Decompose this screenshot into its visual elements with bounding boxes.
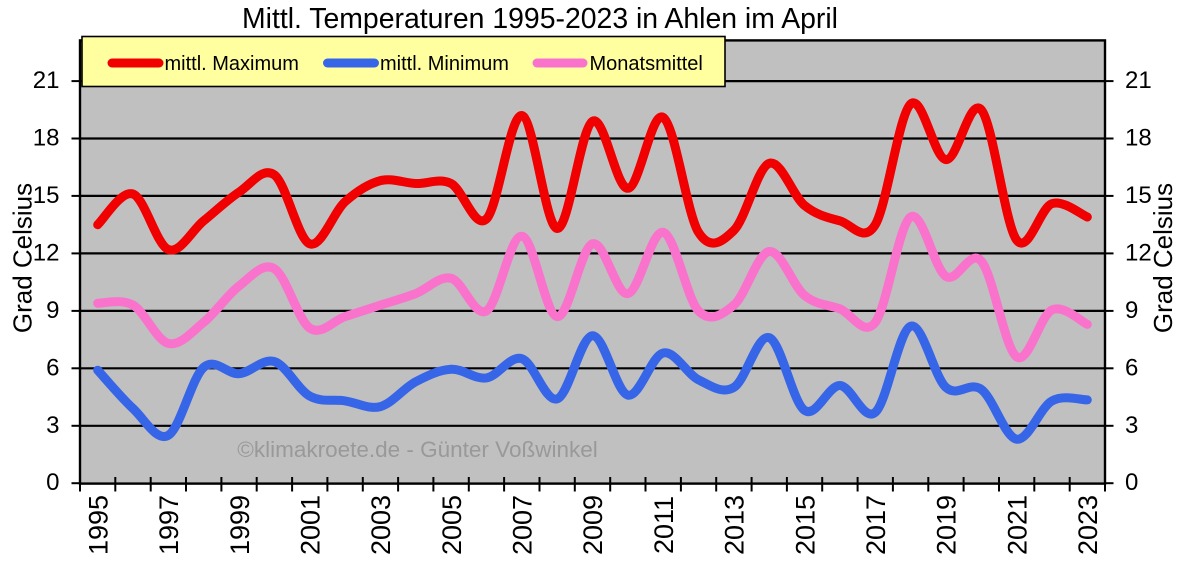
svg-text:Grad Celsius: Grad Celsius — [8, 183, 38, 333]
svg-text:15: 15 — [33, 182, 60, 209]
svg-text:Grad Celsius: Grad Celsius — [1148, 183, 1178, 333]
svg-text:2003: 2003 — [366, 495, 396, 555]
svg-text:12: 12 — [33, 239, 60, 266]
svg-text:0: 0 — [46, 469, 59, 496]
svg-text:2007: 2007 — [508, 495, 538, 555]
svg-text:2005: 2005 — [437, 495, 467, 555]
svg-text:2001: 2001 — [295, 495, 325, 555]
svg-text:6: 6 — [1125, 354, 1138, 381]
svg-text:18: 18 — [33, 125, 60, 152]
svg-text:9: 9 — [1125, 297, 1138, 324]
svg-text:Monatsmittel: Monatsmittel — [590, 53, 703, 75]
svg-text:2021: 2021 — [1002, 495, 1032, 555]
svg-text:2019: 2019 — [932, 495, 962, 555]
svg-text:Mittl. Temperaturen 1995-2023: Mittl. Temperaturen 1995-2023 in Ahlen i… — [242, 3, 838, 35]
svg-text:0: 0 — [1125, 469, 1138, 496]
svg-text:21: 21 — [33, 67, 60, 94]
svg-text:9: 9 — [46, 297, 59, 324]
svg-text:6: 6 — [46, 354, 59, 381]
svg-text:2013: 2013 — [720, 495, 750, 555]
svg-text:mittl. Maximum: mittl. Maximum — [165, 53, 299, 75]
svg-text:2015: 2015 — [790, 495, 820, 555]
svg-text:1995: 1995 — [83, 495, 113, 555]
svg-text:18: 18 — [1125, 125, 1152, 152]
svg-text:2023: 2023 — [1073, 495, 1103, 555]
svg-text:21: 21 — [1125, 67, 1152, 94]
svg-text:2011: 2011 — [649, 496, 679, 554]
svg-text:15: 15 — [1125, 182, 1152, 209]
svg-text:12: 12 — [1125, 239, 1152, 266]
svg-text:1999: 1999 — [225, 495, 255, 555]
svg-text:1997: 1997 — [154, 495, 184, 555]
svg-text:2017: 2017 — [861, 495, 891, 555]
svg-text:3: 3 — [1125, 412, 1138, 439]
svg-text:2009: 2009 — [578, 495, 608, 555]
svg-text:3: 3 — [46, 412, 59, 439]
svg-text:©klimakroete.de - Günter Voßwi: ©klimakroete.de - Günter Voßwinkel — [237, 437, 597, 462]
svg-text:mittl. Minimum: mittl. Minimum — [380, 53, 509, 75]
